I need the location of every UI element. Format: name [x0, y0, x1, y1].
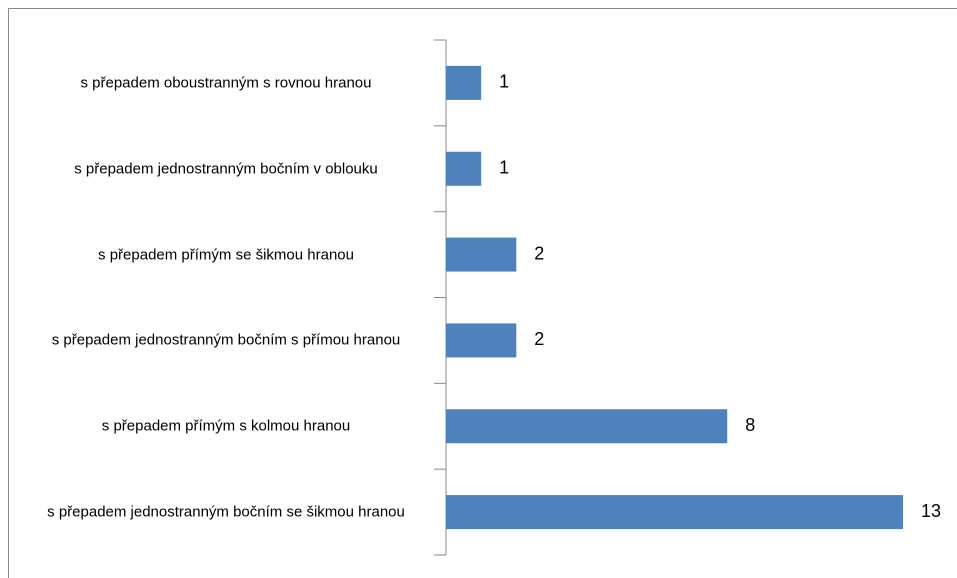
- bar: [446, 151, 482, 186]
- category-label: s přepadem jednostranným bočním s přímou…: [51, 331, 401, 349]
- value-label: 1: [499, 158, 509, 178]
- category-label: s přepadem jednostranným bočním v oblouk…: [74, 160, 378, 178]
- value-label: 2: [534, 243, 544, 263]
- bar: [446, 409, 728, 444]
- bar: [446, 65, 482, 100]
- value-label: 8: [745, 415, 755, 435]
- value-label: 2: [534, 329, 544, 349]
- bar: [446, 495, 903, 530]
- category-label: s přepadem přímým se šikmou hranou: [98, 246, 354, 264]
- bar: [446, 237, 517, 272]
- category-label: s přepadem přímým s kolmou hranou: [101, 417, 351, 435]
- category-label: s přepadem jednostranným bočním se šikmo…: [47, 503, 405, 521]
- category-label: s přepadem oboustranným s rovnou hranou: [80, 74, 372, 92]
- chart-frame: [8, 8, 957, 578]
- value-label: 1: [499, 72, 509, 92]
- value-label: 13: [921, 501, 941, 521]
- bar: [446, 323, 517, 358]
